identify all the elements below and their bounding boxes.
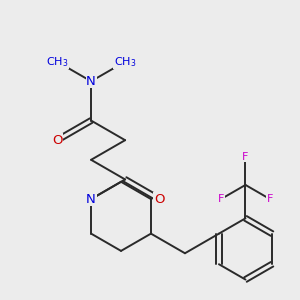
Text: CH$_3$: CH$_3$ — [114, 55, 136, 69]
Text: F: F — [218, 194, 224, 204]
Text: O: O — [154, 193, 164, 206]
Text: O: O — [52, 134, 62, 147]
Text: F: F — [267, 194, 273, 204]
Text: N: N — [86, 75, 96, 88]
Text: CH$_3$: CH$_3$ — [46, 55, 68, 69]
Text: F: F — [242, 152, 249, 162]
Text: N: N — [86, 193, 96, 206]
